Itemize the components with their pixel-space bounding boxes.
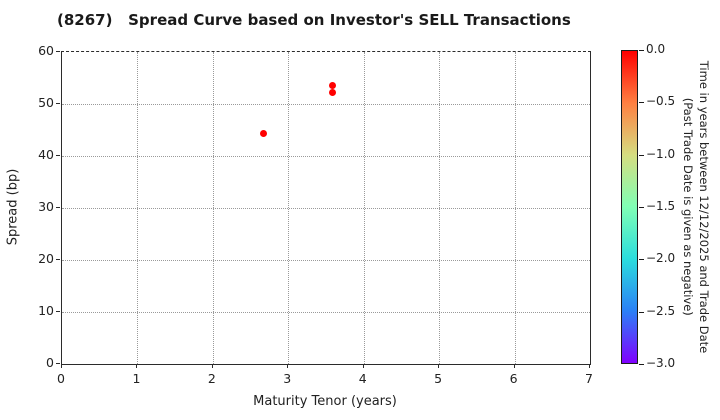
y-tick-label: 50 — [38, 95, 54, 110]
colorbar-tick-label: −1.5 — [646, 199, 676, 213]
x-tick-label: 2 — [207, 371, 216, 386]
chart-title: (8267) Spread Curve based on Investor's … — [57, 11, 571, 29]
y-tick-mark — [56, 51, 60, 52]
colorbar-tick-label: −3.0 — [646, 356, 676, 370]
x-tick-mark — [513, 364, 515, 368]
data-point — [329, 89, 337, 97]
x-tick-mark — [211, 364, 213, 368]
y-tick-label: 60 — [38, 43, 54, 58]
x-tick-mark — [438, 364, 440, 368]
colorbar-tick-mark — [639, 259, 644, 261]
colorbar-label-line2: (Past Trade Date is given as negative) — [681, 97, 695, 317]
colorbar-tick-mark — [639, 364, 644, 365]
y-tick-mark — [56, 259, 60, 260]
colorbar-tick-label: 0.0 — [646, 42, 666, 56]
x-tick-label: 1 — [132, 371, 141, 386]
x-tick-mark — [589, 364, 590, 368]
y-tick-mark — [56, 103, 60, 104]
colorbar-label-line1: Time in years between 12/12/2025 and Tra… — [697, 60, 711, 354]
colorbar-tick-mark — [639, 311, 644, 313]
y-tick-label: 0 — [46, 355, 54, 370]
x-tick-mark — [136, 364, 138, 368]
y-axis-label: Spread (bp) — [5, 168, 21, 246]
colorbar-gradient — [621, 50, 638, 364]
x-tick-label: 0 — [57, 371, 65, 386]
y-tick-mark — [56, 207, 60, 208]
y-gridline — [62, 312, 590, 313]
colorbar-label: Time in years between 12/12/2025 and Tra… — [680, 61, 712, 353]
x-tick-label: 5 — [434, 371, 443, 386]
colorbar-tick-mark — [639, 207, 644, 208]
colorbar-tick-mark — [639, 154, 644, 156]
colorbar-tick-mark — [639, 102, 644, 104]
y-gridline — [62, 156, 590, 157]
colorbar-tick-label: −2.0 — [646, 251, 676, 266]
x-tick-label: 4 — [358, 371, 367, 386]
x-axis-label: Maturity Tenor (years) — [253, 394, 397, 409]
data-point — [259, 129, 267, 137]
colorbar-tick-mark — [639, 50, 644, 51]
y-tick-mark — [56, 311, 60, 312]
y-tick-label: 10 — [38, 303, 54, 318]
y-tick-mark — [56, 363, 60, 364]
colorbar-tick-label: −1.0 — [646, 146, 676, 161]
y-tick-label: 40 — [38, 147, 54, 162]
colorbar-tick-label: −2.5 — [646, 303, 676, 318]
colorbar-tick-label: −0.5 — [646, 94, 676, 109]
y-gridline — [62, 260, 590, 261]
data-point — [329, 81, 337, 89]
y-tick-label: 30 — [38, 199, 54, 214]
y-gridline — [62, 104, 590, 105]
x-tick-mark — [61, 364, 62, 368]
y-tick-label: 20 — [38, 251, 54, 266]
x-tick-mark — [362, 364, 364, 368]
x-tick-label: 3 — [283, 371, 292, 386]
x-tick-mark — [287, 364, 289, 368]
x-tick-label: 6 — [509, 371, 518, 386]
x-tick-label: 7 — [585, 371, 593, 386]
y-tick-mark — [56, 155, 60, 156]
plot-area — [61, 51, 591, 365]
y-gridline — [62, 208, 590, 209]
